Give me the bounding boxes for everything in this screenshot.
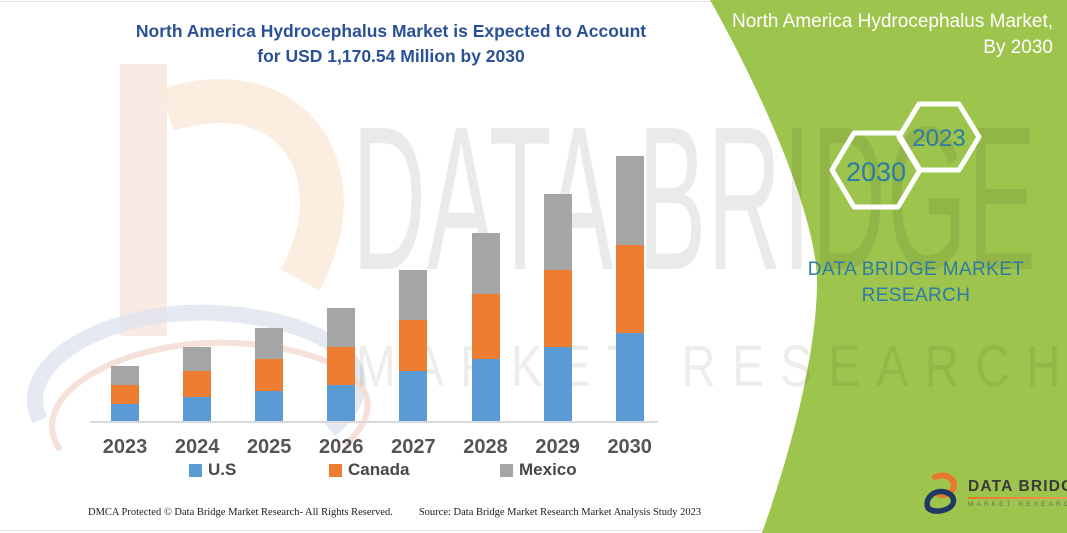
logo-text-column: DATA BRIDGE MARKET RESEARCH: [968, 478, 1067, 508]
bar-segment-2030-canada: [615, 244, 644, 334]
x-axis-label-2024: 2024: [174, 436, 220, 458]
logo-subtitle-text: MARKET RESEARCH: [968, 501, 1067, 508]
bar-segment-2028-us: [471, 358, 500, 422]
bar-segment-2025-us: [255, 391, 284, 422]
bar-segment-2030-us: [615, 333, 644, 422]
bar-2025: [255, 327, 284, 422]
bar-2023: [111, 365, 139, 422]
bar-segment-2025-mexico: [255, 327, 284, 359]
bar-segment-2028-canada: [471, 294, 500, 359]
bar-segment-2027-us: [399, 371, 428, 422]
chart-title-line1: North America Hydrocephalus Market is Ex…: [135, 21, 647, 41]
brand-text-line1: DATA BRIDGE MARKET: [807, 259, 1025, 280]
bar-segment-2024-mexico: [183, 346, 212, 371]
legend-swatch-icon: [329, 463, 342, 477]
hexagon-2030-outline: [829, 130, 923, 210]
hexagon-2023-label: 2023: [912, 125, 966, 152]
legend-item-us: U.S: [189, 460, 236, 480]
x-axis-label-2025: 2025: [246, 436, 292, 458]
footer-disclaimer: DMCA Protected © Data Bridge Market Rese…: [88, 507, 701, 518]
bar-segment-2025-canada: [255, 358, 284, 392]
watermark-swoosh-red: [49, 339, 371, 452]
bar-segment-2023-canada: [111, 384, 139, 405]
brand-text-block: DATA BRIDGE MARKET RESEARCH: [770, 257, 1062, 309]
legend-item-mexico: Mexico: [500, 460, 577, 480]
brand-text-line2: RESEARCH: [861, 285, 971, 307]
logo-name-text: DATA BRIDGE: [968, 478, 1067, 495]
legend-label: U.S: [208, 460, 237, 479]
bar-2030: [615, 156, 644, 422]
dmca-text: DMCA Protected © Data Bridge Market Rese…: [88, 507, 393, 518]
legend-label: Canada: [348, 460, 410, 479]
bar-2029: [543, 194, 572, 422]
x-axis-line: [90, 421, 658, 423]
bar-segment-2029-us: [543, 346, 572, 422]
bar-segment-2026-us: [327, 385, 356, 422]
bar-2027: [399, 270, 428, 422]
bar-2028: [471, 232, 500, 422]
databridge-logo: DATA BRIDGE MARKET RESEARCH: [924, 472, 1067, 514]
source-text: Source: Data Bridge Market Research Mark…: [418, 507, 702, 518]
databridge-logo-mark-icon: [924, 472, 957, 514]
legend-swatch-icon: [500, 463, 513, 477]
green-heading-line1: North America Hydrocephalus Market,: [731, 11, 1053, 32]
bar-segment-2024-canada: [183, 370, 212, 397]
bar-segment-2027-mexico: [399, 270, 428, 321]
logo-orange-rule: [968, 497, 1067, 499]
legend-label: Mexico: [519, 460, 577, 479]
bar-segment-2023-us: [111, 404, 139, 422]
bar-segment-2024-us: [183, 396, 212, 422]
x-axis-label-2027: 2027: [391, 436, 436, 458]
x-axis-label-2030: 2030: [607, 436, 652, 458]
bar-segment-2029-mexico: [543, 194, 572, 271]
logo-mark-navy-swoosh: [924, 488, 957, 514]
green-panel-heading: North America Hydrocephalus Market, By 2…: [732, 9, 1053, 60]
x-axis-label-2023: 2023: [102, 436, 148, 458]
legend-swatch-icon: [189, 463, 202, 477]
bar-segment-2028-mexico: [471, 232, 500, 295]
bar-2026: [327, 308, 356, 422]
green-heading-line2: By 2030: [983, 36, 1053, 58]
chart-title-line2: for USD 1,170.54 Million by 2030: [257, 45, 525, 66]
bar-2024: [183, 346, 212, 422]
watermark-b-bowl: [160, 79, 344, 291]
bar-segment-2030-mexico: [615, 156, 644, 245]
chart-title: North America Hydrocephalus Market is Ex…: [108, 19, 674, 69]
top-border-line: [0, 1, 1067, 2]
x-axis-label-2029: 2029: [535, 436, 580, 458]
hexagon-2030-label: 2030: [845, 157, 907, 187]
bottom-border-line: [0, 530, 1067, 531]
x-axis-label-2028: 2028: [463, 436, 508, 458]
x-axis-label-2026: 2026: [319, 436, 364, 458]
bar-segment-2023-mexico: [111, 365, 139, 385]
watermark-b-stem: [120, 64, 167, 336]
logo-mark-orange-arc: [932, 472, 957, 499]
bar-segment-2026-mexico: [327, 308, 356, 347]
background-logo-watermark: [27, 64, 371, 452]
bar-segment-2029-canada: [543, 270, 572, 347]
bar-segment-2027-canada: [399, 320, 428, 372]
bar-segment-2026-canada: [327, 346, 356, 386]
legend-item-canada: Canada: [329, 460, 409, 480]
hexagon-graphics: [829, 101, 982, 210]
